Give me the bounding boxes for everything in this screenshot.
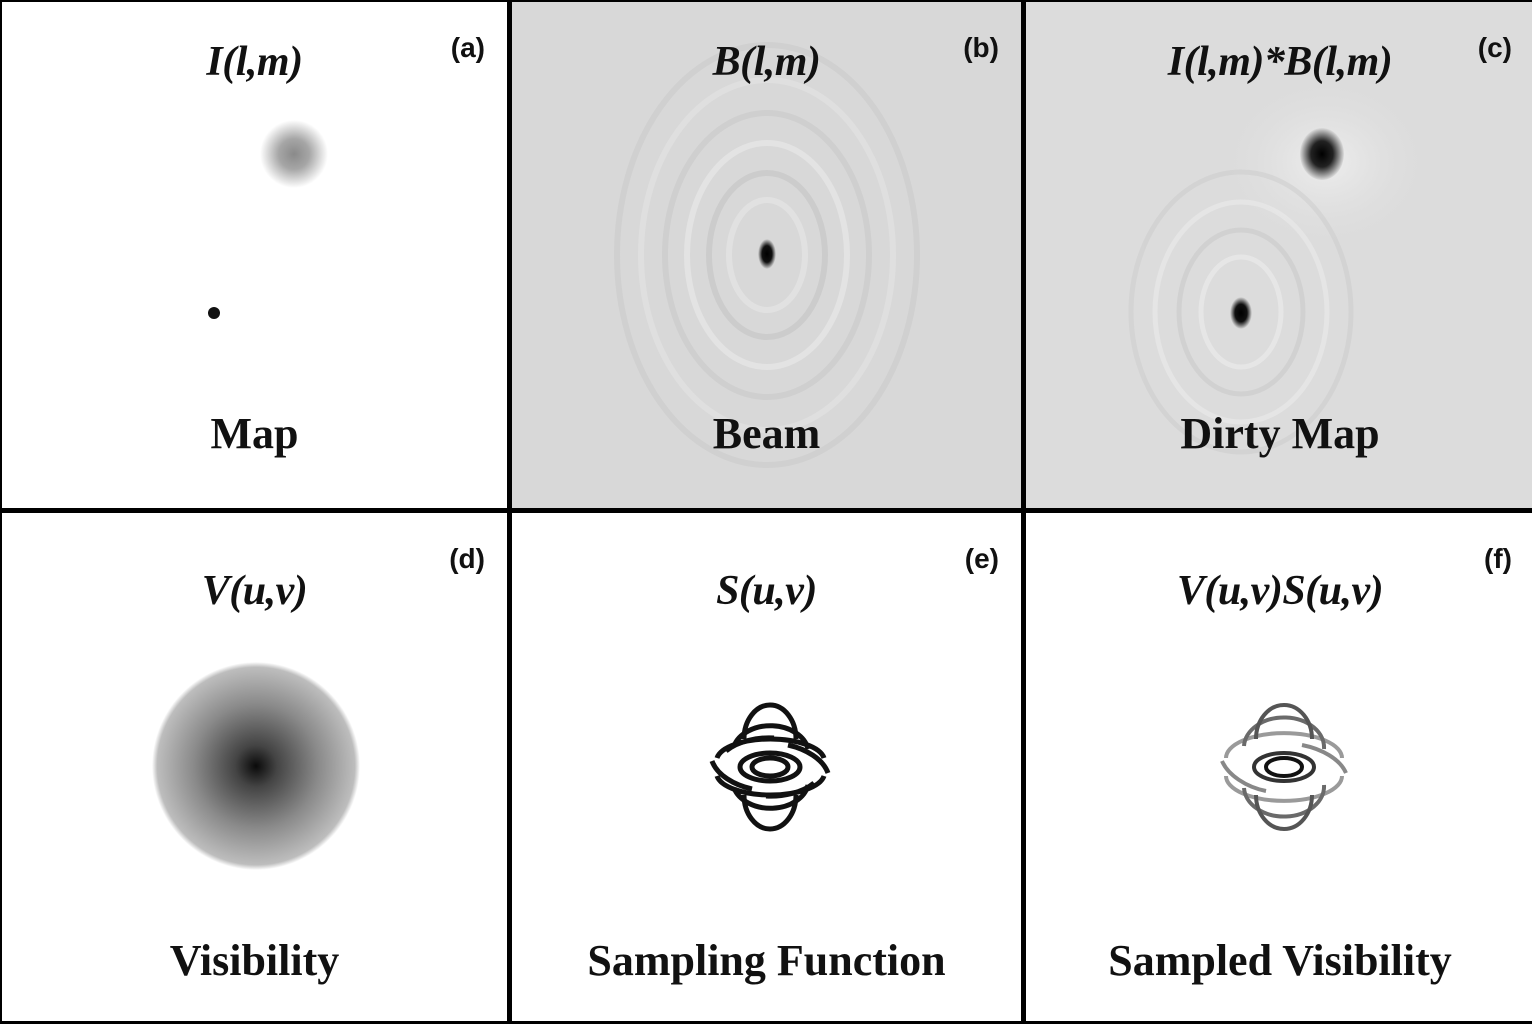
uv-tracks [709,702,831,832]
panel-formula: S(u,v) [716,568,817,614]
sampled-uv-tracks [1220,703,1348,831]
visibility-disk [152,662,360,870]
panel-tag: (a) [450,32,485,63]
dirty-extended-source [1300,128,1344,180]
dirty-point-source [1230,297,1252,329]
panel-tag: (c) [1477,32,1512,63]
panel-caption: Sampled Visibility [1108,936,1452,985]
dirty-map-image [1128,72,1436,455]
panel-map: (a) I(l,m) Map [2,2,507,508]
panel-formula: I(l,m) [206,39,303,85]
panel-tag: (b) [963,32,999,63]
panel-visibility: (d) V(u,v) Visibility [2,513,507,1021]
panel-caption: Beam [712,409,821,458]
sampled-visibility-image [1220,703,1348,831]
panel-caption: Visibility [169,936,340,985]
panel-sampled-visibility: (f) V(u,v)S(u,v) Sampled Visibility [1026,513,1532,1021]
panel-caption: Sampling Function [587,936,946,985]
sampling-function-image [709,702,831,832]
map-image [208,120,328,319]
panel-caption: Map [210,409,299,458]
panel-tag: (e) [964,543,999,574]
panel-formula: B(l,m) [712,39,821,85]
panel-formula: I(l,m)*B(l,m) [1167,39,1393,85]
panel-formula: V(u,v)S(u,v) [1176,568,1384,614]
panel-sampling-function: (e) S(u,v) Sampling Function [512,513,1021,1021]
panel-tag: (f) [1484,543,1512,574]
panel-tag: (d) [449,543,485,574]
panel-caption: Dirty Map [1180,409,1380,458]
point-source [208,307,220,319]
panel-beam: (b) B(l,m) Beam [512,2,1021,508]
extended-source [260,120,328,188]
panel-dirty-map: (c) I(l,m)*B(l,m) Dirty Map [1026,2,1532,508]
visibility-image [152,662,360,870]
beam-peak [758,239,776,269]
panel-formula: V(u,v) [201,568,308,614]
beam-image [614,42,920,468]
